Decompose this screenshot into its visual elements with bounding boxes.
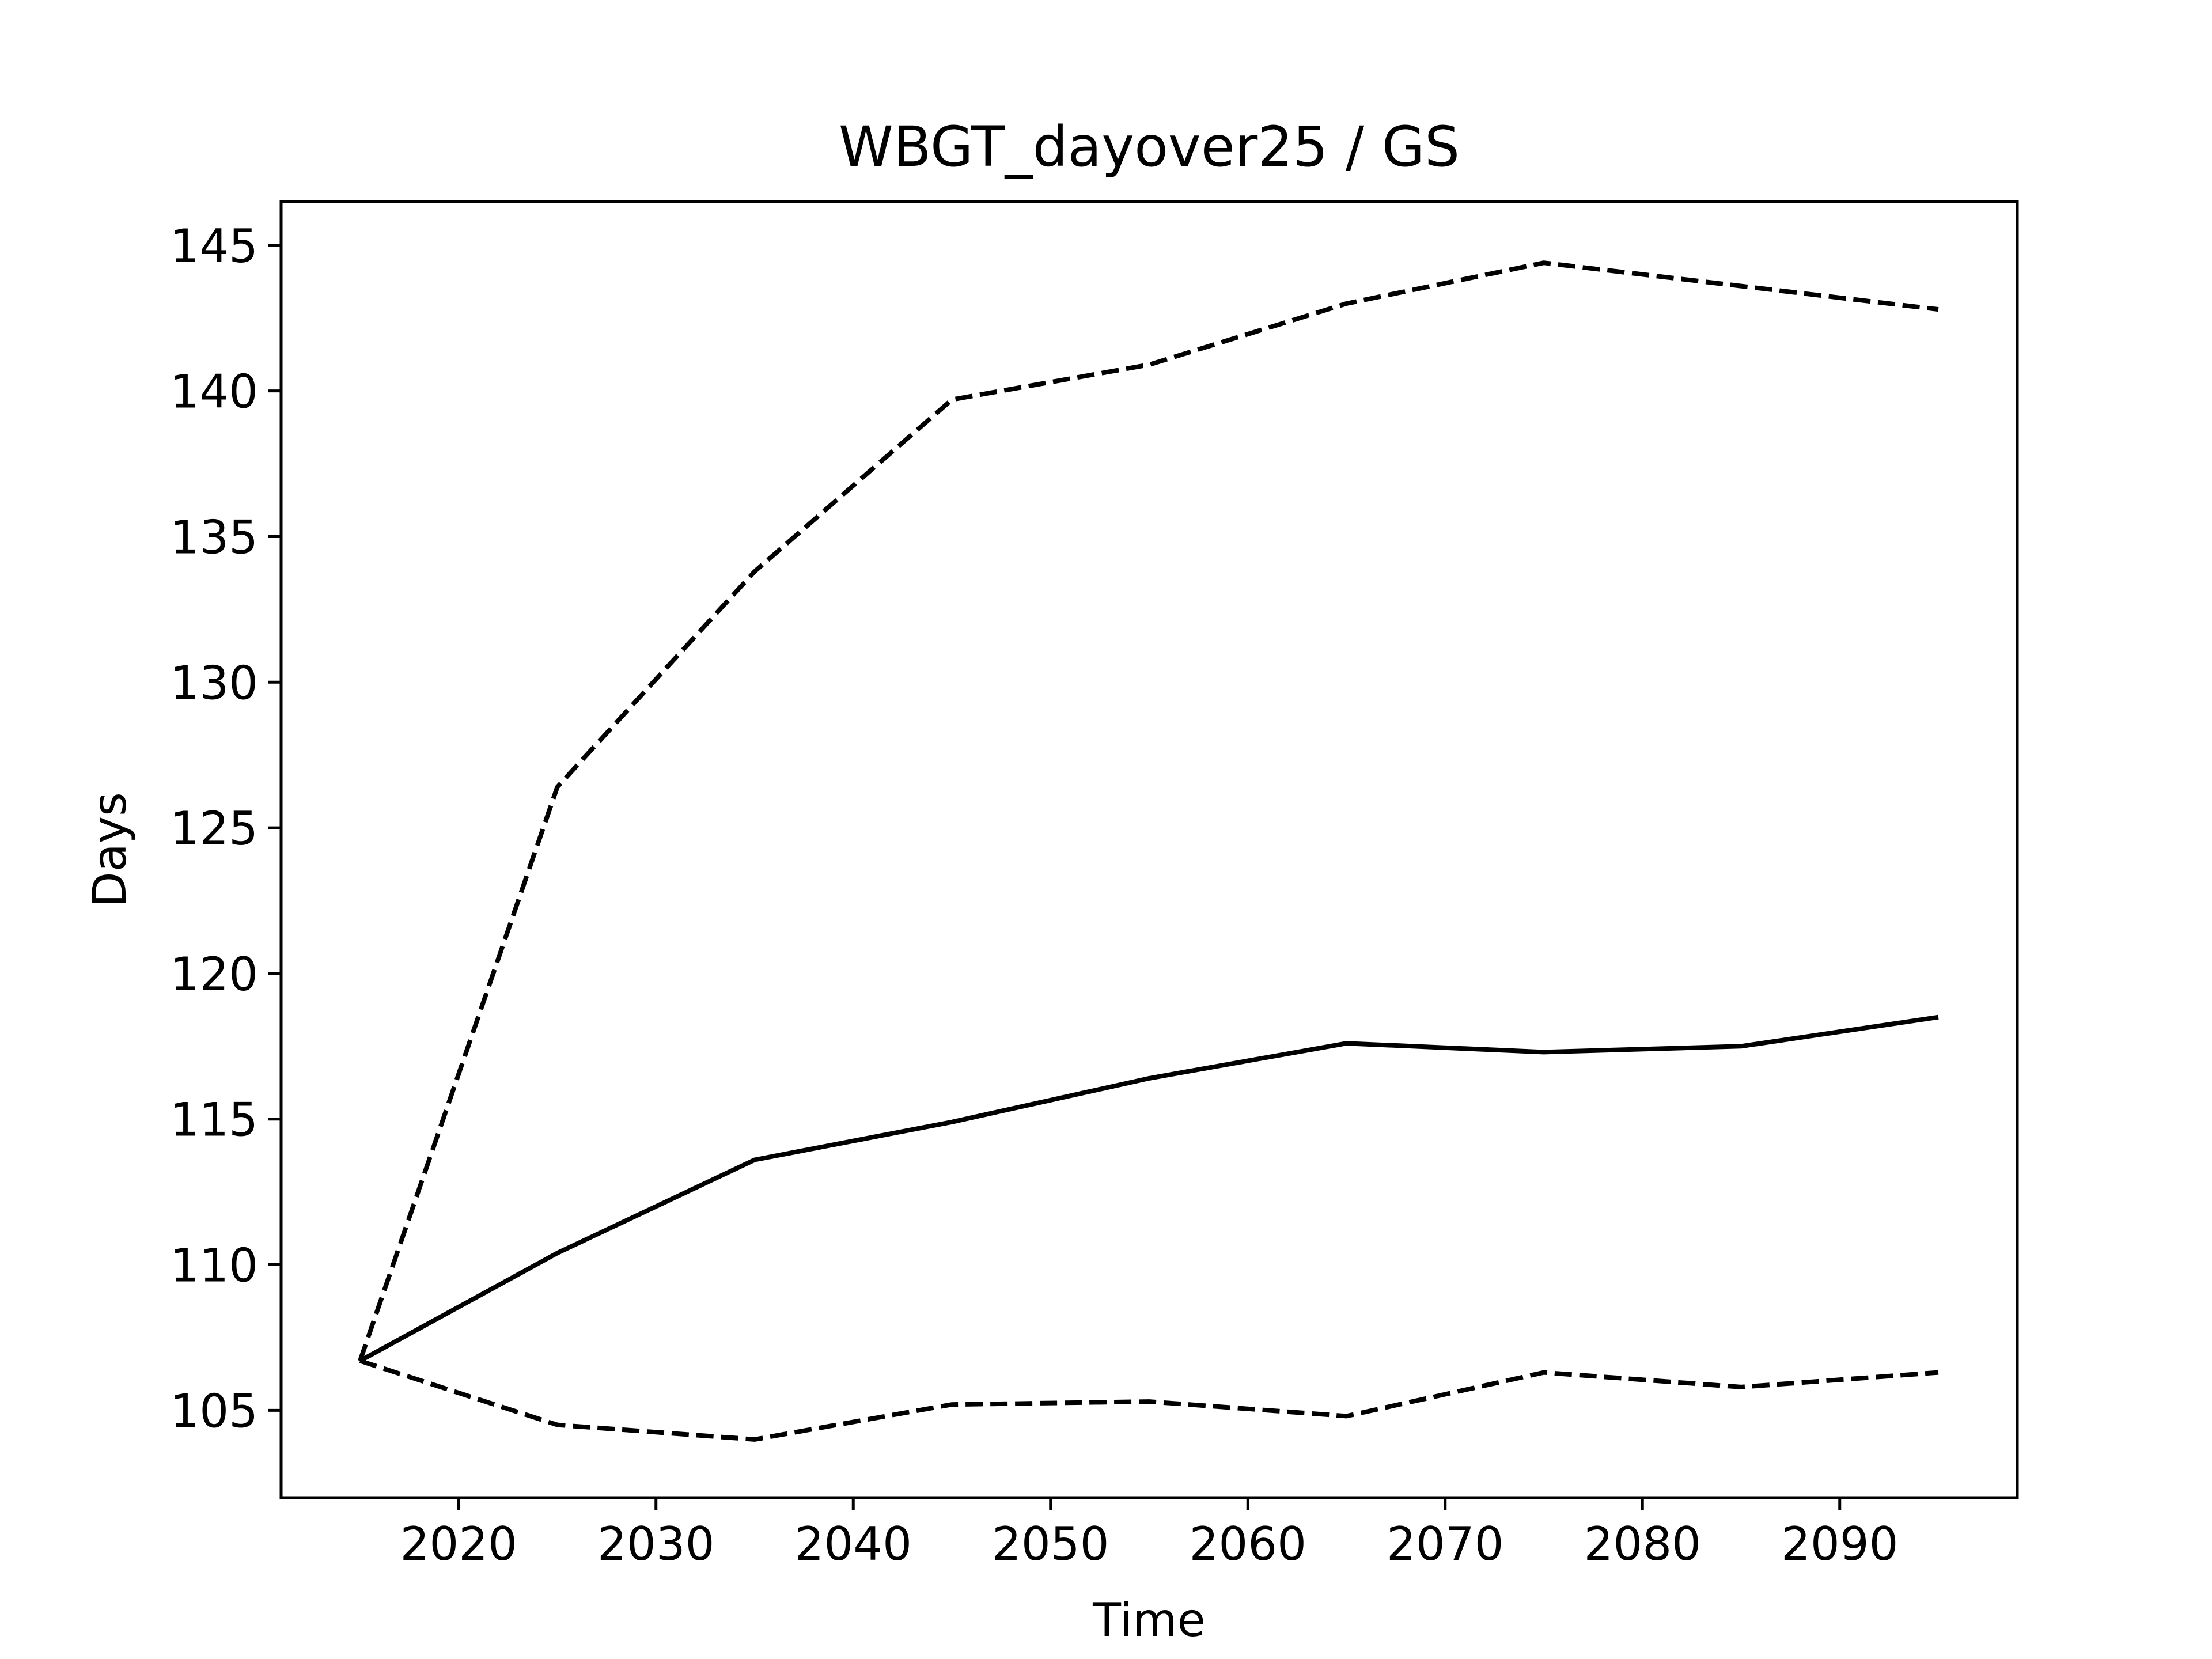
x-tick-label: 2080	[1584, 1517, 1701, 1571]
y-tick-label: 120	[170, 948, 258, 1001]
dashed-series-line-3	[359, 1358, 1939, 1442]
series-layer	[358, 260, 1939, 1442]
y-tick-label: 115	[170, 1093, 258, 1147]
chart-title: WBGT_dayover25 / GS	[839, 115, 1460, 179]
dashed-series-line-2	[358, 260, 1939, 1362]
x-tick-label: 2020	[400, 1517, 517, 1571]
y-axis: 105 110 115 120 125 130 135 140 145	[170, 219, 281, 1438]
x-tick-label: 2060	[1189, 1517, 1306, 1571]
x-axis-label: Time	[1092, 1593, 1206, 1647]
y-tick-label: 105	[170, 1384, 258, 1438]
y-tick-label: 145	[170, 219, 258, 273]
x-tick-label: 2090	[1781, 1517, 1899, 1571]
x-tick-label: 2070	[1387, 1517, 1504, 1571]
y-tick-label: 135	[170, 510, 258, 564]
solid-series-line-1	[359, 1014, 1939, 1363]
x-axis: 2020 2030 2040 2050 2060 2070 2080 2090	[400, 1498, 1899, 1571]
plot-frame	[279, 200, 2019, 1499]
y-tick-label: 130	[170, 656, 258, 710]
y-tick-label: 110	[170, 1239, 258, 1293]
x-tick-label: 2050	[992, 1517, 1109, 1571]
y-tick-label: 140	[170, 365, 258, 419]
x-tick-label: 2040	[794, 1517, 912, 1571]
y-tick-label: 125	[170, 802, 258, 855]
x-tick-label: 2030	[597, 1517, 715, 1571]
y-axis-label: Days	[83, 792, 137, 907]
